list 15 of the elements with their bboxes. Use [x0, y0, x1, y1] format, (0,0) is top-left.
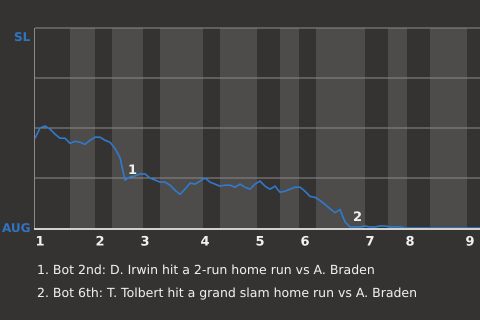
x-tick-label: 8 — [405, 234, 415, 250]
x-tick-label: 5 — [255, 234, 265, 250]
text: AUG — [2, 221, 31, 235]
annotation: 2 — [353, 210, 362, 225]
x-tick-label: 2 — [95, 234, 105, 250]
x-tick-label: 3 — [140, 234, 150, 250]
x-tick-label: 9 — [465, 234, 475, 250]
annotation: 1 — [128, 163, 138, 178]
x-tick-label: 4 — [200, 234, 210, 250]
x-tick-label: 1 — [35, 234, 45, 250]
x-tick-label: 6 — [300, 234, 310, 250]
x-tick-label: 7 — [365, 234, 375, 250]
text: 2. Bot 6th: T. Tolbert hit a grand slam home run vs A. Braden — [37, 285, 418, 300]
text: SL — [14, 30, 31, 44]
text: 1. Bot 2nd: D. Irwin hit a 2-run home run vs A. Braden — [37, 262, 375, 277]
